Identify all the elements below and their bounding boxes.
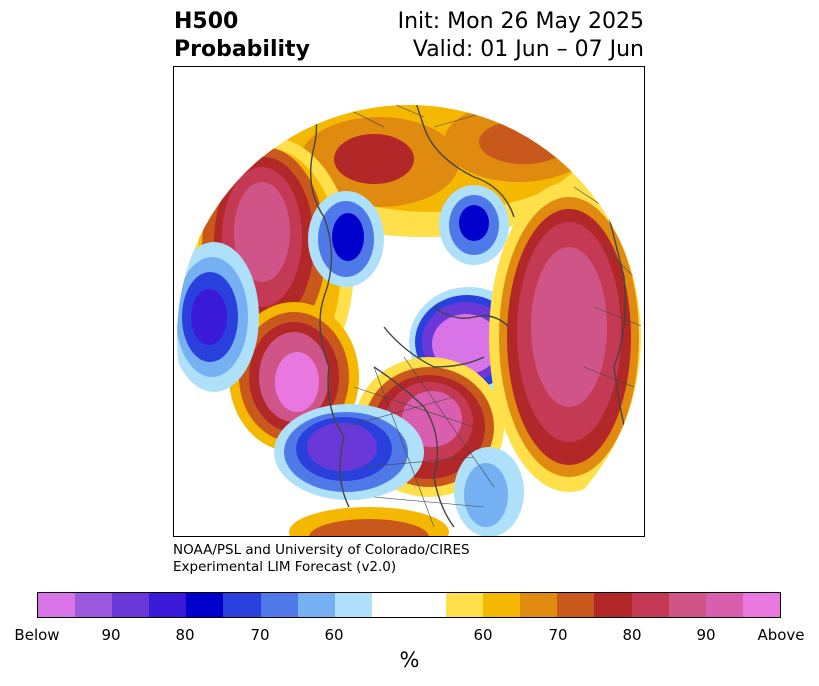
title-block-right: Init: Mon 26 May 2025 Valid: 01 Jun – 07… bbox=[398, 8, 644, 64]
colorbar-segment bbox=[742, 593, 780, 617]
title-init-date: Init: Mon 26 May 2025 bbox=[397, 9, 644, 34]
colorbar-tick-label: Below bbox=[14, 626, 60, 644]
colorbar-tick-label: 80 bbox=[622, 626, 642, 644]
title-valid-range: Valid: 01 Jun – 07 Jun bbox=[412, 37, 644, 62]
title-variable: H500 bbox=[174, 9, 239, 34]
probability-map bbox=[173, 66, 645, 537]
colorbar-tick-label: 70 bbox=[548, 626, 568, 644]
credits-line-2: Experimental LIM Forecast (v2.0) bbox=[173, 559, 397, 575]
colorbar-tick-label: 60 bbox=[324, 626, 344, 644]
colorbar-tick-label: 80 bbox=[175, 626, 195, 644]
colorbar-ticks: Below 90 80 70 60 60 70 80 90 Above bbox=[0, 626, 819, 646]
colorbar-segment bbox=[483, 593, 521, 617]
colorbar-segment bbox=[75, 593, 113, 617]
colorbar-segment bbox=[149, 593, 187, 617]
colorbar-tick-label: Above bbox=[757, 626, 805, 644]
credits-line-1: NOAA/PSL and University of Colorado/CIRE… bbox=[173, 542, 470, 558]
title-block-left: H500 Probability bbox=[174, 8, 310, 64]
colorbar-segment bbox=[297, 593, 335, 617]
colorbar-segment bbox=[520, 593, 558, 617]
colorbar-tick-label: 70 bbox=[250, 626, 270, 644]
colorbar-segment bbox=[186, 593, 224, 617]
colorbar-segment bbox=[408, 593, 447, 617]
colorbar-segment bbox=[371, 593, 409, 617]
colorbar-unit-label: % bbox=[399, 648, 420, 672]
colorbar-segment bbox=[668, 593, 706, 617]
colorbar-tick-label: 90 bbox=[696, 626, 716, 644]
colorbar-segment bbox=[260, 593, 298, 617]
colorbar-segment bbox=[334, 593, 372, 617]
colorbar-segment bbox=[705, 593, 743, 617]
colorbar-segment bbox=[38, 593, 76, 617]
colorbar-segment bbox=[446, 593, 484, 617]
polar-stereographic-map-icon bbox=[177, 105, 641, 536]
colorbar-segment bbox=[557, 593, 595, 617]
colorbar-segment bbox=[223, 593, 261, 617]
colorbar-segment bbox=[631, 593, 669, 617]
colorbar-segment bbox=[112, 593, 150, 617]
credits: NOAA/PSL and University of Colorado/CIRE… bbox=[173, 542, 470, 576]
probability-colorbar bbox=[37, 592, 781, 618]
colorbar-segment bbox=[594, 593, 632, 617]
colorbar-tick-label: 90 bbox=[101, 626, 121, 644]
colorbar-tick-label: 60 bbox=[473, 626, 493, 644]
title-product: Probability bbox=[174, 37, 310, 62]
